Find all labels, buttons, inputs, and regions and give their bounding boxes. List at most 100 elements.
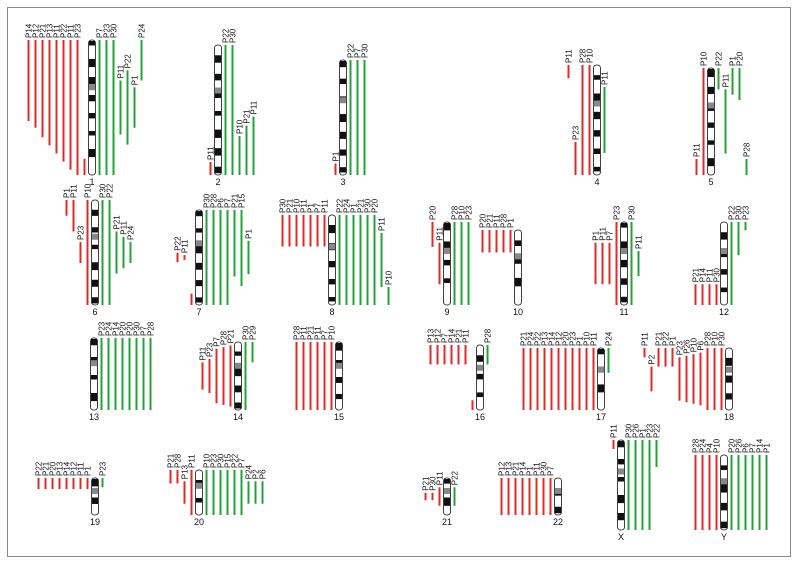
chromosome-label: 12 — [719, 307, 729, 317]
probe-label: P24 — [527, 331, 536, 346]
probe-label: P26 — [683, 339, 692, 354]
probe-label: P7 — [140, 326, 149, 336]
chromosome-band — [708, 158, 714, 167]
chromosome-band — [594, 166, 600, 172]
probe-label: P30 — [361, 43, 370, 58]
probe-label: P11 — [314, 326, 323, 340]
chromosome-body — [593, 64, 601, 176]
centromere — [92, 487, 98, 494]
probe-label: P23 — [572, 125, 581, 140]
probe-label: P23 — [210, 453, 219, 468]
chromosome-band — [215, 129, 221, 138]
probe-label: P12 — [32, 23, 41, 38]
probe-label: P7 — [354, 48, 363, 58]
probe-label: P26 — [632, 423, 641, 438]
chromosome-band — [721, 502, 727, 511]
probe-label: P10 — [711, 331, 720, 346]
chromosome-band — [340, 131, 346, 139]
probe-label: P10 — [385, 270, 394, 285]
probe-label: P14 — [699, 267, 708, 282]
centromere — [721, 478, 727, 485]
chromosome-band — [235, 368, 241, 377]
probe-label: P24 — [605, 331, 614, 346]
probe-label: P22 — [174, 236, 183, 251]
chromosome-band — [336, 377, 342, 383]
chromosome-band — [329, 261, 335, 268]
chromosome-band — [91, 339, 97, 346]
probe-label: P21 — [422, 476, 431, 491]
probe-label: P21 — [227, 329, 236, 344]
probe-label: P23 — [206, 342, 215, 357]
probe-label: P30 — [110, 23, 119, 38]
probe-label: P14 — [448, 328, 457, 343]
probe-label: P11 — [300, 199, 309, 213]
probe-label: P7 — [441, 333, 450, 343]
chromosome-band — [721, 232, 727, 240]
chromosome-band — [89, 59, 95, 68]
probe-label: P21 — [455, 328, 464, 343]
chromosome-band — [235, 385, 241, 393]
centromere — [215, 87, 221, 94]
probe-label: P22 — [124, 54, 133, 69]
chromosome-body — [335, 341, 343, 411]
probe-label: P1 — [576, 336, 585, 346]
probe-label: P30 — [279, 198, 288, 213]
chromosome-band — [444, 223, 450, 231]
chromosome-band — [477, 392, 483, 398]
probe-label: P13 — [181, 464, 190, 479]
probe-label: P20 — [49, 461, 58, 476]
probe-label: P28 — [210, 193, 219, 208]
probe-label: P21 — [42, 461, 51, 476]
probe-label: P28 — [147, 321, 156, 336]
probe-label: P11 — [70, 184, 79, 198]
probe-label: P28 — [500, 213, 509, 228]
probe-label: P28 — [579, 48, 588, 63]
chromosome-band — [92, 297, 98, 304]
probe-label: P13 — [56, 461, 65, 476]
chromosome-band — [721, 287, 727, 293]
probe-label: P21 — [113, 215, 122, 230]
chromosome-band — [594, 93, 600, 102]
probe-label: P21 — [520, 331, 529, 346]
chromosome-band — [618, 477, 624, 482]
chromosome-band — [92, 227, 98, 233]
chromosome-band — [89, 131, 95, 136]
probe-label: P11 — [120, 221, 129, 235]
probe-label: P7 — [314, 203, 323, 213]
chromosome-label: 15 — [334, 412, 344, 422]
probe-label: P30 — [713, 267, 722, 282]
probe-label: P14 — [112, 321, 121, 336]
probe-label: P7 — [749, 443, 758, 453]
probe-label: P28 — [484, 328, 493, 343]
probe-label: P20 — [736, 51, 745, 66]
chromosome-band — [726, 357, 732, 366]
chromosome-body — [720, 221, 728, 306]
probe-label: P7 — [321, 330, 330, 340]
probe-label: P20 — [126, 321, 135, 336]
probe-label: P10 — [293, 198, 302, 213]
chromosome-band — [89, 113, 95, 119]
probe-label: P14 — [63, 461, 72, 476]
chromosome-band — [196, 262, 202, 270]
chromosome-band — [618, 495, 624, 504]
probe-label: P22 — [451, 470, 460, 485]
chromosome-label: 5 — [708, 177, 713, 187]
probe-label: P23 — [465, 205, 474, 220]
probe-label: P6 — [259, 469, 268, 479]
chromosome-band — [89, 41, 95, 46]
chromosome-band — [196, 297, 202, 303]
probe-label: P23 — [613, 205, 622, 220]
probe-label: P24 — [245, 464, 254, 479]
probe-label: P11 — [436, 471, 445, 485]
chromosome-body — [597, 347, 605, 411]
probe-label: P30 — [133, 321, 142, 336]
chromosome-label: 22 — [553, 517, 563, 527]
centromere — [336, 362, 342, 369]
